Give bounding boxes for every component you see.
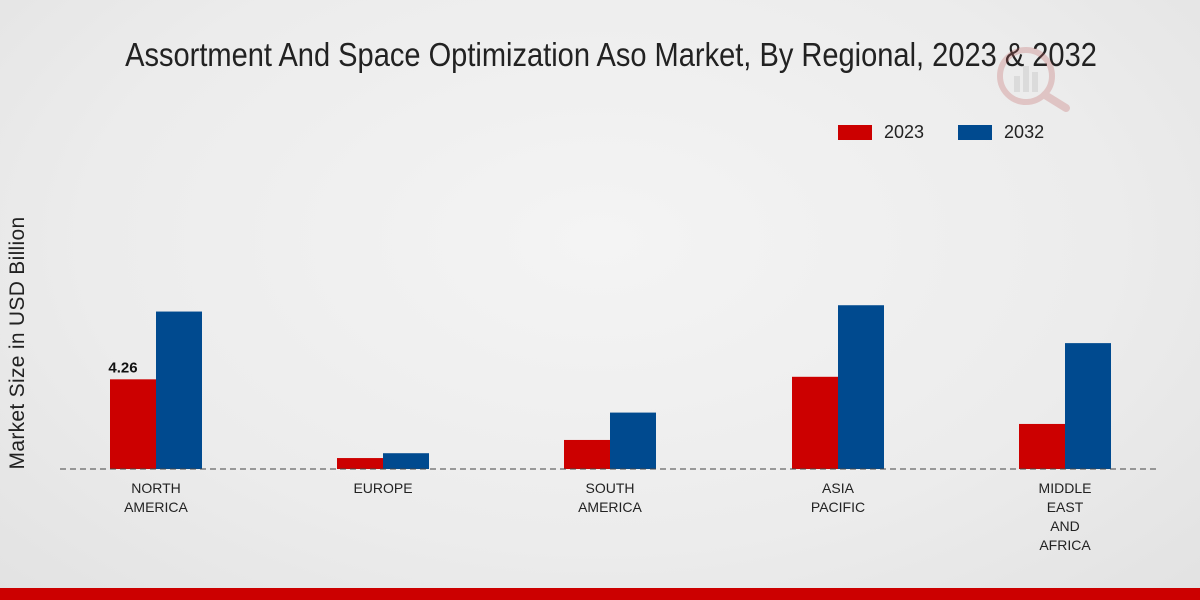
legend-swatch-2023 xyxy=(838,125,872,140)
x-tick-label-3-1: PACIFIC xyxy=(811,499,865,515)
bar-2032-4 xyxy=(1065,343,1111,469)
x-tick-label-4-3: AFRICA xyxy=(1039,537,1091,553)
x-tick-label-4-1: EAST xyxy=(1047,499,1084,515)
bar-2032-2 xyxy=(610,412,656,469)
x-tick-label-2-1: AMERICA xyxy=(578,499,642,515)
x-tick-label-4-0: MIDDLE xyxy=(1039,480,1092,496)
x-tick-label-1-0: EUROPE xyxy=(353,480,412,496)
chart-title: Assortment And Space Optimization Aso Ma… xyxy=(125,36,1097,73)
legend-item-2032: 2032 xyxy=(958,122,1044,143)
legend-label-2023: 2023 xyxy=(884,122,925,142)
x-tick-label-0-1: AMERICA xyxy=(124,499,188,515)
legend-label-2032: 2032 xyxy=(1004,122,1045,142)
watermark-logo-icon xyxy=(997,47,1070,112)
bar-2032-1 xyxy=(383,453,429,469)
bar-2023-2 xyxy=(564,439,610,469)
legend-item-2023: 2023 xyxy=(838,122,924,143)
bar-2032-0 xyxy=(156,311,202,469)
bar-2032-3 xyxy=(838,305,884,469)
x-tick-label-4-2: AND xyxy=(1050,518,1080,534)
x-tick-label-2-0: SOUTH xyxy=(586,480,635,496)
bottom-accent-bar xyxy=(0,588,1200,600)
x-tick-label-3-0: ASIA xyxy=(822,480,855,496)
legend: 2023 2032 xyxy=(838,122,1078,143)
x-tick-label-0-0: NORTH xyxy=(131,480,181,496)
bar-2023-3 xyxy=(792,376,838,469)
data-label-2023-0: 4.26 xyxy=(108,359,137,376)
bar-2023-1 xyxy=(337,458,383,469)
bar-2023-4 xyxy=(1019,423,1065,469)
legend-swatch-2032 xyxy=(958,125,993,140)
bar-2023-0 xyxy=(110,379,156,469)
